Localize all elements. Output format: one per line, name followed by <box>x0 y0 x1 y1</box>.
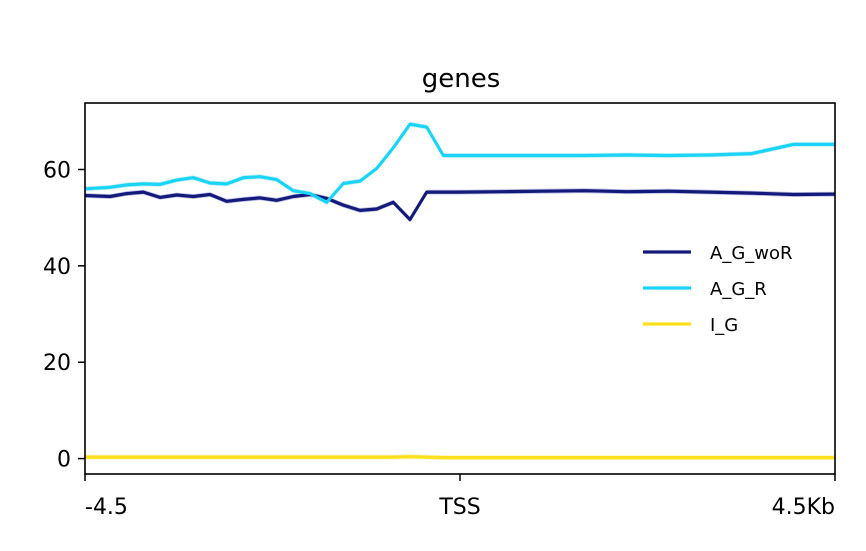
band-A_G_woR <box>85 188 835 222</box>
series-line-A_G_woR <box>84 189 836 222</box>
series-lines <box>84 122 836 460</box>
y-tick-label: 0 <box>57 448 71 473</box>
x-tick-label: 4.5Kb <box>772 495 835 520</box>
y-tick-label: 40 <box>43 255 71 280</box>
legend-label-I_G: I_G <box>710 315 738 336</box>
chart-title: genes <box>422 64 501 94</box>
legend-label-A_G_woR: A_G_woR <box>710 243 793 264</box>
series-line-I_G <box>85 455 835 460</box>
legend: A_G_woR A_G_R I_G <box>643 243 793 336</box>
y-tick-label: 20 <box>43 351 71 376</box>
y-tick-label: 60 <box>43 158 71 183</box>
legend-label-A_G_R: A_G_R <box>710 279 767 300</box>
x-tick-label: -4.5 <box>85 495 128 520</box>
x-axis: -4.5 TSS 4.5Kb <box>84 474 836 520</box>
series-line-A_G_R <box>84 122 835 204</box>
y-axis: 0 20 40 60 <box>43 158 85 473</box>
x-tick-label: TSS <box>438 495 480 520</box>
